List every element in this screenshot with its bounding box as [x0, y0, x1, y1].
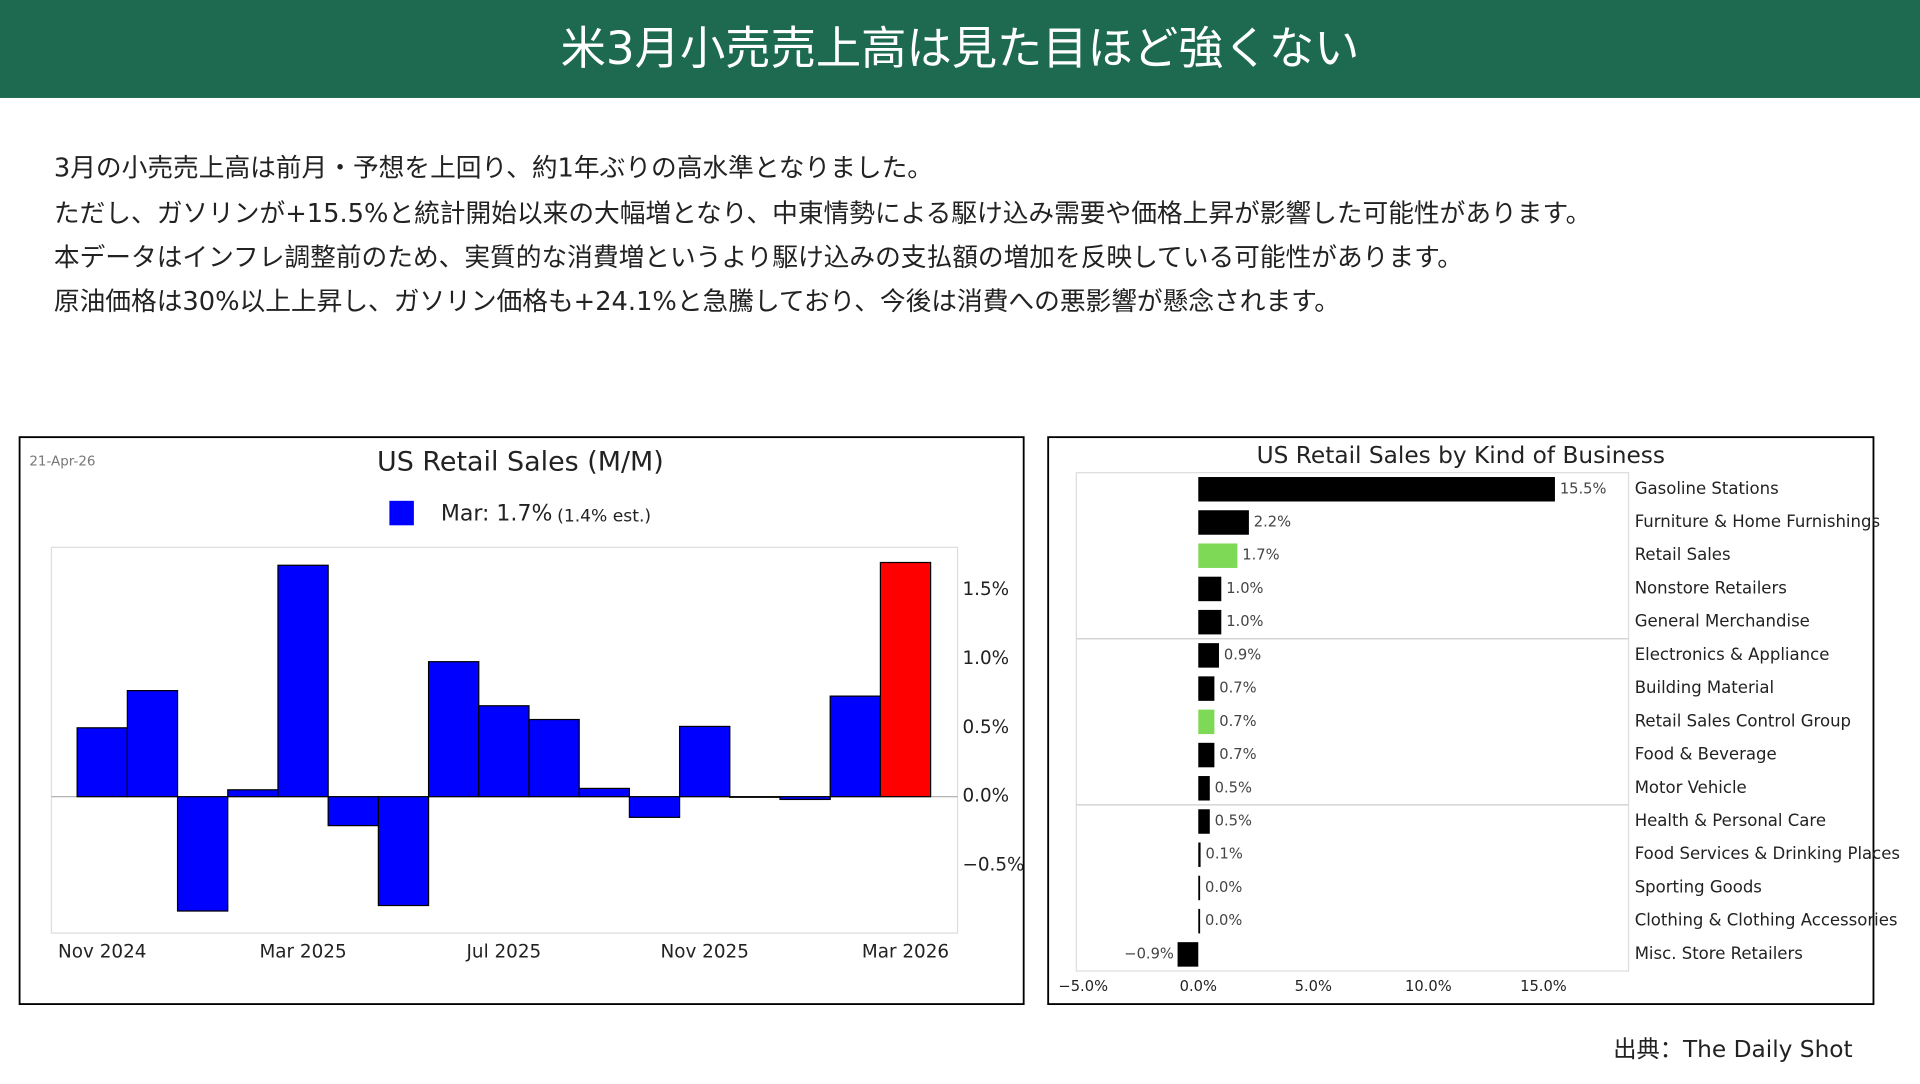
bar — [628, 796, 681, 818]
value-label: 0.5% — [1215, 813, 1252, 830]
chart-frame — [1047, 436, 1875, 1005]
x-tick-label: 10.0% — [1405, 978, 1452, 995]
category-label: Electronics & Appliance — [1635, 645, 1830, 664]
plot-area — [50, 546, 959, 934]
value-label: 0.0% — [1205, 879, 1242, 896]
category-label: Gasoline Stations — [1635, 479, 1779, 498]
x-tick-label: Mar 2026 — [862, 942, 949, 963]
category-label: Building Material — [1635, 678, 1774, 697]
source: 出典：The Daily Shot — [1613, 1036, 1852, 1063]
chart-date: 21-Apr-26 — [29, 455, 95, 470]
category-label: Misc. Store Retailers — [1635, 944, 1803, 963]
bar — [1198, 908, 1201, 934]
y-tick-label: 1.0% — [962, 648, 1009, 669]
value-label: 0.1% — [1205, 846, 1242, 863]
category-label: Nonstore Retailers — [1635, 578, 1787, 597]
x-tick-label: 15.0% — [1520, 978, 1567, 995]
header-bar — [0, 0, 1920, 98]
bar — [879, 561, 932, 798]
bar — [678, 725, 731, 798]
legend-note: (1.4% est.) — [557, 507, 651, 527]
bar — [377, 796, 430, 907]
bar — [1198, 709, 1215, 735]
x-tick-label: Jul 2025 — [466, 942, 542, 963]
value-label: −0.9% — [1124, 945, 1174, 962]
x-tick-label: Nov 2024 — [58, 942, 146, 963]
chart-title: US Retail Sales (M/M) — [377, 446, 664, 477]
category-label: Clothing & Clothing Accessories — [1635, 911, 1898, 930]
plot-area — [1075, 472, 1630, 972]
bar — [1198, 676, 1215, 701]
x-tick-label: Nov 2025 — [660, 942, 748, 963]
category-label: Food Services & Drinking Places — [1635, 844, 1900, 863]
value-label: 0.7% — [1219, 746, 1256, 763]
bar — [478, 705, 530, 798]
x-tick-label: −5.0% — [1058, 978, 1108, 995]
bar — [1198, 643, 1219, 668]
bar — [1198, 477, 1555, 502]
bar — [1198, 543, 1238, 568]
category-label: Retail Sales Control Group — [1635, 711, 1851, 730]
bar — [1177, 942, 1199, 967]
bar — [1198, 809, 1210, 834]
value-label: 1.0% — [1226, 613, 1263, 630]
bar — [1198, 842, 1201, 867]
header-title: 米3月小売売上高は見た目ほど強くない — [561, 22, 1360, 75]
category-label: Food & Beverage — [1635, 745, 1777, 764]
bar — [528, 718, 580, 798]
body-line: 原油価格は30%以上上昇し、ガソリン価格も+24.1%と急騰しており、今後は消費… — [54, 287, 1340, 317]
category-label: Retail Sales — [1635, 545, 1731, 564]
x-tick-label: 0.0% — [1180, 978, 1217, 995]
value-label: 0.9% — [1224, 646, 1261, 663]
body-line: 本データはインフレ調整前のため、実質的な消費増というより駆け込みの支払額の増加を… — [54, 243, 1463, 273]
body-line: 3月の小売売上高は前月・予想を上回り、約1年ぶりの高水準となりました。 — [54, 153, 933, 183]
bar — [578, 787, 630, 798]
bar — [779, 796, 831, 801]
bar — [1198, 576, 1222, 602]
value-label: 1.7% — [1242, 547, 1279, 564]
x-tick-label: 5.0% — [1295, 978, 1332, 995]
chart-title: US Retail Sales by Kind of Business — [1257, 442, 1665, 469]
value-label: 0.7% — [1219, 713, 1256, 730]
bar — [1198, 510, 1249, 535]
bar — [1198, 776, 1210, 801]
value-label: 15.5% — [1560, 480, 1607, 497]
bar — [327, 796, 379, 827]
value-label: 0.7% — [1219, 680, 1256, 697]
y-tick-label: 0.0% — [962, 786, 1009, 807]
legend-label: Mar: 1.7% — [441, 501, 553, 526]
bar — [227, 789, 279, 798]
y-tick-label: 1.5% — [962, 579, 1009, 600]
bar — [277, 564, 329, 798]
category-label: Health & Personal Care — [1635, 811, 1826, 830]
category-label: General Merchandise — [1635, 612, 1810, 631]
bar — [1198, 742, 1215, 768]
bar — [1198, 875, 1201, 901]
value-label: 2.2% — [1254, 513, 1291, 530]
bar — [76, 727, 128, 798]
category-label: Motor Vehicle — [1635, 778, 1747, 797]
bar — [829, 695, 882, 798]
legend-swatch — [389, 500, 414, 526]
bar — [176, 796, 229, 912]
value-label: 1.0% — [1226, 580, 1263, 597]
bar — [126, 690, 179, 798]
y-tick-label: 0.5% — [962, 717, 1009, 738]
bar — [729, 796, 781, 798]
value-label: 0.5% — [1215, 779, 1252, 796]
bar — [427, 661, 480, 798]
value-label: 0.0% — [1205, 912, 1242, 929]
bar — [1198, 609, 1222, 635]
category-label: Sporting Goods — [1635, 877, 1762, 896]
x-tick-label: Mar 2025 — [259, 942, 346, 963]
y-tick-label: −0.5% — [962, 855, 1024, 876]
body-line: ただし、ガソリンが+15.5%と統計開始以来の大幅増となり、中東情勢による駆け込… — [54, 199, 1591, 229]
category-label: Furniture & Home Furnishings — [1635, 512, 1880, 531]
